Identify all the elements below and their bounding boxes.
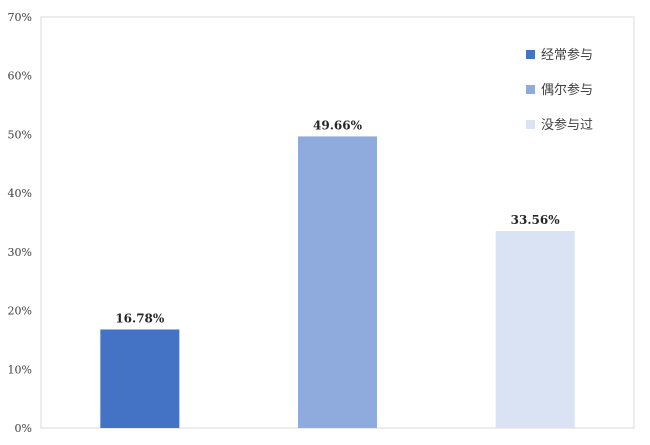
y-tick-label: 60% xyxy=(8,70,32,83)
bars xyxy=(100,136,575,428)
data-label: 33.56% xyxy=(511,213,561,227)
y-tick-label: 20% xyxy=(8,305,32,318)
y-tick-label: 10% xyxy=(8,363,32,376)
y-tick-label: 40% xyxy=(8,187,32,200)
y-tick-label: 0% xyxy=(15,422,32,435)
legend-entry: 偶尔参与 xyxy=(541,82,593,98)
data-label: 16.78% xyxy=(115,311,165,325)
bar xyxy=(495,230,575,428)
data-labels: 16.78% 49.66% 33.56% xyxy=(115,118,560,325)
legend-swatch xyxy=(526,50,535,59)
y-tick-label: 30% xyxy=(8,246,32,259)
legend-swatch xyxy=(526,85,535,94)
bar xyxy=(298,136,377,428)
legend-entry: 经常参与 xyxy=(541,47,593,63)
legend-swatch xyxy=(526,120,535,129)
y-tick-label: 50% xyxy=(8,128,32,141)
legend-entry: 没参与过 xyxy=(541,117,593,133)
bar xyxy=(100,329,180,428)
data-label: 49.66% xyxy=(313,118,363,132)
y-axis-ticks: 0% 10% 20% 30% 40% 50% 60% 70% xyxy=(8,11,32,435)
y-tick-label: 70% xyxy=(8,11,32,24)
